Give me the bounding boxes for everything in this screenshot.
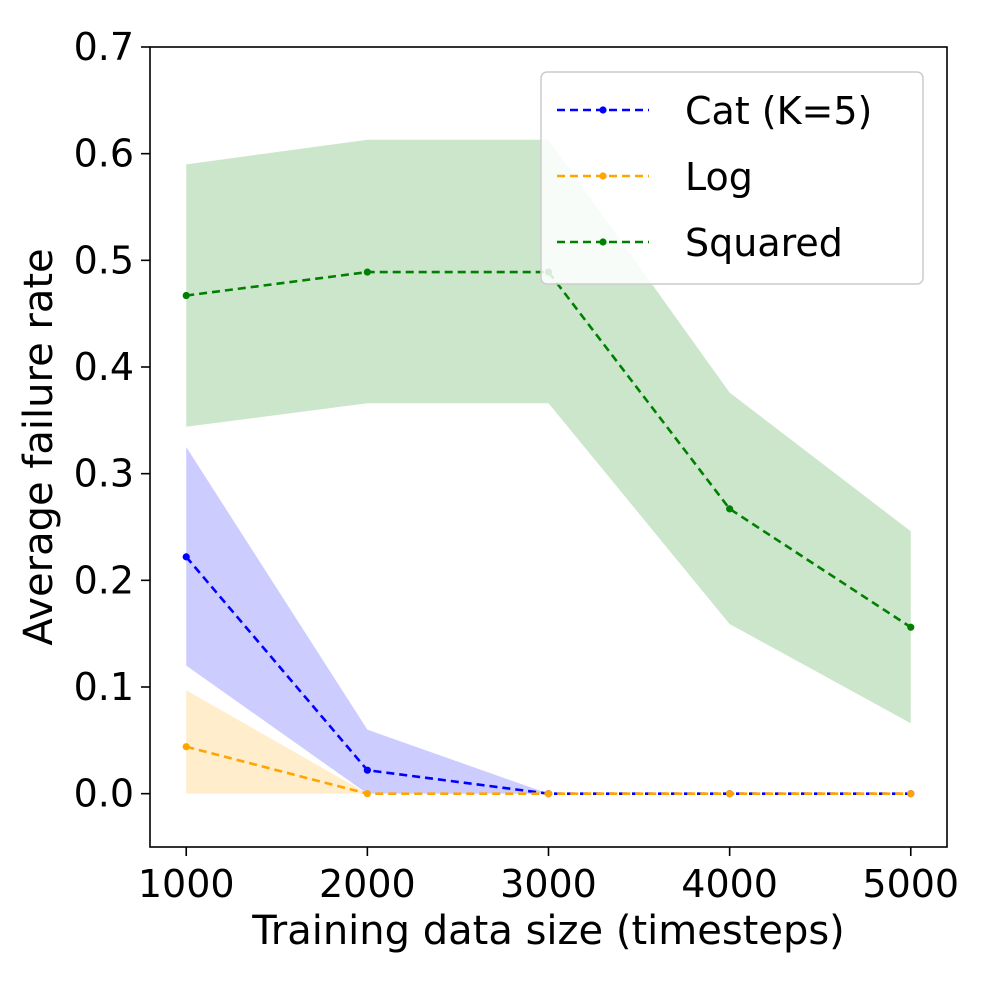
x-tick-label: 2000 xyxy=(319,862,416,906)
legend-label-log: Log xyxy=(685,155,753,199)
legend-label-cat-k-5: Cat (K=5) xyxy=(685,89,872,133)
y-tick-label: 0.7 xyxy=(74,25,134,69)
y-tick-label: 0.4 xyxy=(74,345,134,389)
point-squared-1000 xyxy=(182,291,190,300)
legend-label-squared: Squared xyxy=(685,221,843,265)
point-squared-5000 xyxy=(907,623,915,631)
point-cat-k-5-2000 xyxy=(363,766,371,774)
point-log-2000 xyxy=(363,790,371,798)
point-log-1000 xyxy=(182,743,190,751)
y-tick-label: 0.1 xyxy=(74,665,134,709)
y-tick-label: 0.0 xyxy=(74,772,134,816)
y-axis-ticks: 0.0 0.1 0.2 0.3 0.4 0.5 0.6 0.7 xyxy=(74,25,150,816)
y-tick-label: 0.2 xyxy=(74,558,134,602)
x-tick-label: 3000 xyxy=(500,862,597,906)
y-tick-label: 0.3 xyxy=(74,452,134,496)
point-squared-4000 xyxy=(726,505,734,513)
x-axis-ticks: 1000 2000 3000 4000 5000 xyxy=(138,847,959,906)
point-log-4000 xyxy=(726,790,734,798)
band-squared xyxy=(186,139,911,724)
band-log xyxy=(186,690,911,794)
x-tick-label: 4000 xyxy=(681,862,778,906)
legend-marker-log xyxy=(599,172,607,180)
x-axis-label: Training data size (timesteps) xyxy=(251,908,845,954)
point-log-3000 xyxy=(544,790,553,798)
y-tick-label: 0.5 xyxy=(74,238,134,282)
legend-marker-squared xyxy=(599,238,607,246)
legend: Cat (K=5) Log Squared xyxy=(540,71,924,285)
legend-marker-cat-k-5 xyxy=(599,106,607,114)
y-axis-label: Average failure rate xyxy=(16,248,62,645)
x-tick-label: 1000 xyxy=(138,862,235,906)
line-squared xyxy=(186,270,912,629)
x-tick-label: 5000 xyxy=(862,862,959,906)
confidence-bands xyxy=(186,139,911,794)
point-log-5000 xyxy=(907,790,915,798)
point-cat-k-5-1000 xyxy=(182,553,190,561)
y-tick-label: 0.6 xyxy=(74,132,134,176)
point-squared-2000 xyxy=(363,268,371,276)
legend-box xyxy=(540,71,924,285)
